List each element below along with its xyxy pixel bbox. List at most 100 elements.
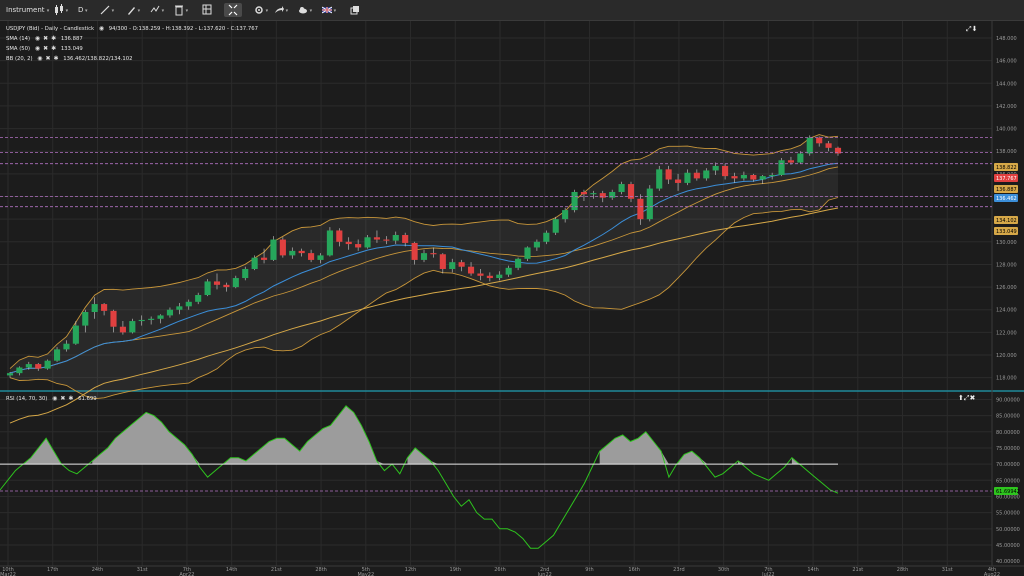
price-tag-label: 136.462	[996, 196, 1017, 202]
candle-body	[590, 193, 597, 195]
drawing-tools-button[interactable]: ▾	[100, 3, 114, 17]
crosshair-button[interactable]	[224, 3, 242, 17]
timeframe-selector[interactable]: D ▾	[78, 6, 88, 14]
candle-body	[674, 179, 682, 183]
time-tick-label: 28th	[315, 567, 327, 573]
close-icon[interactable]: ✖	[43, 35, 49, 42]
price-tick-label: 126.000	[996, 285, 1017, 291]
language-button[interactable]: ▾	[321, 3, 336, 17]
chart-canvas[interactable]: 148.000 146.000 144.000 142.000 140.000 138.0…	[0, 21, 1024, 576]
candle-body	[101, 304, 108, 311]
rsi-pane-controls[interactable]: ⬆⤢✖	[958, 394, 975, 403]
eye-icon[interactable]: ◉	[37, 55, 43, 62]
candle-body	[91, 304, 98, 313]
candle-body	[16, 367, 23, 374]
time-tick-month: Jun22	[537, 572, 552, 576]
price-tick-label: 118.000	[996, 376, 1017, 382]
eye-icon[interactable]: ◉	[34, 45, 41, 52]
time-tick-label: 30th	[718, 567, 730, 573]
time-tick-label: 14th	[807, 567, 819, 573]
candle-body	[430, 253, 437, 255]
theme-button[interactable]: ▾	[298, 3, 312, 17]
rsi-tag-label: 61.69942	[996, 489, 1020, 495]
legend-bb: BB (20, 2) ◉ ✖ ✱ 136.462/138.822/134.102	[6, 55, 136, 62]
delete-button[interactable]: ▾	[174, 3, 188, 17]
layout-button[interactable]	[202, 3, 212, 17]
share-button[interactable]: ▾	[274, 3, 288, 17]
candle-body	[787, 160, 795, 163]
rsi-line	[0, 405, 839, 549]
candle-body	[646, 188, 653, 220]
candle-body	[552, 219, 559, 233]
eye-icon[interactable]: ◉	[34, 35, 41, 42]
arrow-up-icon[interactable]: ⬆	[958, 394, 964, 402]
popout-icon	[350, 6, 359, 15]
legend-rsi: RSI (14, 70, 30) ◉ ✖ ✱ 61.699	[6, 395, 100, 402]
candle-body	[166, 309, 174, 316]
chart-area[interactable]: 148.000 146.000 144.000 142.000 140.000 138.0…	[0, 21, 1024, 576]
candle-body	[806, 137, 813, 154]
close-icon[interactable]: ✖	[45, 55, 51, 62]
pencil-tools-button[interactable]: ▾	[126, 3, 140, 17]
close-icon[interactable]: ✖	[43, 45, 49, 52]
instrument-selector[interactable]: Instrument ▾	[6, 3, 49, 17]
candle-body	[505, 267, 512, 275]
time-tick-label: 12th	[405, 567, 417, 573]
legend-sma14-name: SMA (14)	[6, 36, 31, 42]
candle-body	[609, 191, 616, 198]
gear-icon[interactable]: ✱	[53, 55, 59, 62]
popout-button[interactable]	[350, 3, 360, 17]
candle-body	[524, 247, 531, 259]
price-tick-label: 122.000	[996, 330, 1017, 336]
settings-button[interactable]: ▾	[254, 3, 268, 17]
legend-sma50-name: SMA (50)	[6, 46, 31, 52]
time-tick-label: 21st	[852, 567, 863, 573]
rsi-tick-label: 90.00000	[996, 397, 1020, 403]
gear-icon[interactable]: ✱	[68, 395, 74, 402]
legend-bb-name: BB (20, 2)	[6, 56, 33, 62]
candle-body	[279, 239, 286, 256]
candle-body	[797, 153, 804, 163]
gear-icon[interactable]: ✱	[51, 35, 57, 42]
expand-icon[interactable]: ⤢	[963, 394, 970, 402]
time-tick-label: 9th	[585, 567, 593, 573]
price-tick-label: 130.000	[996, 240, 1017, 246]
candle-body	[402, 235, 409, 243]
rsi-tick-label: 60.00000	[996, 494, 1020, 500]
legend-sma50-value: 133.049	[60, 46, 83, 52]
time-tick-label: 31st	[137, 567, 148, 573]
price-tick-label: 146.000	[996, 59, 1017, 65]
price-tick-label: 142.000	[996, 104, 1017, 110]
time-tick-label: 28th	[897, 567, 909, 573]
arrow-down-icon: ⬇	[971, 25, 978, 33]
expand-button[interactable]: ⤢⬇	[966, 25, 977, 34]
rsi-tick-label: 50.00000	[996, 527, 1020, 533]
candle-body	[637, 198, 644, 220]
close-icon[interactable]: ✖	[60, 395, 66, 402]
instrument-label: Instrument	[6, 6, 45, 14]
candle-body	[740, 174, 747, 179]
rsi-overbought-fill	[23, 405, 808, 465]
rsi-tick-label: 70.00000	[996, 462, 1020, 468]
price-tag-box	[994, 163, 1018, 171]
toolbar: Instrument ▾ ▾ D ▾ ▾ ▾ ▾ ▾ ▾ ▾ ▾ ▾	[0, 0, 1024, 21]
price-tag-label: 136.887	[996, 187, 1017, 193]
close-icon[interactable]: ✖	[969, 394, 976, 402]
candle-body	[82, 312, 89, 326]
candle-body	[289, 250, 296, 256]
candle-body	[298, 250, 305, 254]
candle-body	[383, 239, 390, 241]
layout-icon	[202, 4, 212, 15]
candle-body	[317, 255, 324, 260]
chart-type-button[interactable]: ▾	[54, 3, 68, 17]
trash-icon	[175, 5, 183, 16]
cloud-icon	[299, 7, 307, 14]
time-tick-label: 19th	[450, 567, 462, 573]
gear-icon[interactable]: ✱	[51, 45, 57, 52]
eye-icon[interactable]: ◉	[52, 395, 58, 402]
trendline-icon	[100, 5, 110, 15]
indicators-button[interactable]: ▾	[150, 3, 164, 17]
candle-body	[477, 273, 484, 276]
candle-body	[825, 143, 832, 148]
candle-body	[213, 281, 221, 285]
